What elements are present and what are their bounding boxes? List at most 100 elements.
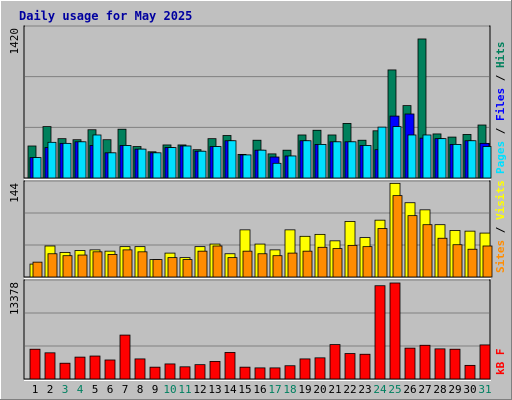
bar-sites-day-5 xyxy=(92,251,103,278)
bar-kb-f-day-18 xyxy=(284,365,296,380)
bar-kb-f-day-13 xyxy=(209,361,221,380)
bar-kb-f-day-9 xyxy=(149,366,161,380)
series-legend: Sites / Visits xyxy=(494,180,507,273)
bar-kb-f-day-2 xyxy=(44,352,56,380)
x-label-day-2: 2 xyxy=(47,383,54,396)
bar-sites-day-29 xyxy=(452,244,463,278)
x-axis-labels: 1 2 3 4 5 6 7 8 9 10 11 12 13 14 15 16 17 18 19 20 21 22 23 24 2… xyxy=(32,383,492,396)
panel-1: 1420 Pages / Files / Hits xyxy=(8,25,507,180)
bar-pages-day-17 xyxy=(272,162,282,179)
bars xyxy=(29,282,491,380)
y-max-label: 13378 xyxy=(8,282,21,315)
bar-sites-day-22 xyxy=(347,244,358,278)
legend-sites: Sites xyxy=(494,240,507,273)
x-label-day-30: 30 xyxy=(463,383,476,396)
bar-pages-day-10 xyxy=(167,147,177,179)
bar-kb-f-day-29 xyxy=(449,348,461,380)
x-label-day-4: 4 xyxy=(77,383,84,396)
x-label-day-25: 25 xyxy=(388,383,401,396)
bar-pages-day-27 xyxy=(422,134,432,179)
bar-sites-day-31 xyxy=(482,245,493,278)
bar-pages-day-22 xyxy=(347,141,357,179)
bar-kb-f-day-25 xyxy=(389,282,401,380)
x-label-day-14: 14 xyxy=(223,383,237,396)
x-label-day-27: 27 xyxy=(418,383,431,396)
bar-kb-f-day-30 xyxy=(464,364,476,380)
bar-pages-day-30 xyxy=(467,140,477,179)
bar-sites-day-17 xyxy=(272,255,283,278)
legend-files: Files xyxy=(494,88,507,121)
bar-kb-f-day-26 xyxy=(404,347,416,380)
bar-pages-day-28 xyxy=(437,138,447,179)
bar-pages-day-16 xyxy=(257,149,267,179)
bar-pages-day-20 xyxy=(317,144,327,179)
bar-pages-day-6 xyxy=(107,152,117,179)
bar-sites-day-28 xyxy=(437,237,448,278)
bar-sites-day-3 xyxy=(62,255,73,278)
bar-kb-f-day-4 xyxy=(74,356,86,380)
bar-sites-day-26 xyxy=(407,215,418,278)
bar-kb-f-day-8 xyxy=(134,358,146,380)
x-label-day-7: 7 xyxy=(122,383,129,396)
bars xyxy=(27,38,492,179)
bar-sites-day-6 xyxy=(107,253,118,278)
bar-pages-day-25 xyxy=(392,126,402,179)
series-legend: Pages / Files / Hits xyxy=(494,42,507,175)
bar-kb-f-day-5 xyxy=(89,355,101,380)
x-label-day-19: 19 xyxy=(298,383,311,396)
legend-separator: / xyxy=(494,68,507,88)
x-label-day-20: 20 xyxy=(313,383,326,396)
bar-sites-day-13 xyxy=(212,245,223,278)
bar-sites-day-12 xyxy=(197,250,208,278)
x-label-day-5: 5 xyxy=(92,383,99,396)
bar-sites-day-2 xyxy=(47,253,58,278)
x-label-day-9: 9 xyxy=(152,383,159,396)
series-legend: kB F xyxy=(494,349,507,376)
x-label-day-8: 8 xyxy=(137,383,144,396)
bar-sites-day-25 xyxy=(392,195,403,278)
bar-kb-f-day-22 xyxy=(344,353,356,380)
bar-pages-day-7 xyxy=(122,145,132,179)
bar-kb-f-day-31 xyxy=(479,344,491,380)
x-label-day-23: 23 xyxy=(358,383,371,396)
x-label-day-17: 17 xyxy=(268,383,281,396)
bar-pages-day-5 xyxy=(92,134,102,179)
bar-sites-day-20 xyxy=(317,246,328,278)
bar-kb-f-day-17 xyxy=(269,367,281,380)
x-label-day-26: 26 xyxy=(403,383,416,396)
bar-pages-day-18 xyxy=(287,155,297,179)
bar-sites-day-30 xyxy=(467,248,478,278)
x-label-day-21: 21 xyxy=(328,383,341,396)
bar-kb-f-day-6 xyxy=(104,359,116,380)
bar-sites-day-24 xyxy=(377,228,388,278)
x-label-day-6: 6 xyxy=(107,383,114,396)
bar-sites-day-18 xyxy=(287,252,298,278)
bar-sites-day-15 xyxy=(242,250,253,278)
bar-sites-day-14 xyxy=(227,257,238,278)
legend-pages: Pages xyxy=(494,141,507,174)
bar-kb-f-day-12 xyxy=(194,364,206,380)
bar-pages-day-8 xyxy=(137,148,147,179)
y-max-label: 1420 xyxy=(8,28,21,55)
bar-pages-day-29 xyxy=(452,144,462,179)
bar-pages-day-9 xyxy=(152,152,162,179)
bar-sites-day-27 xyxy=(422,224,433,278)
legend-separator: / xyxy=(494,220,507,240)
x-label-day-13: 13 xyxy=(208,383,221,396)
bar-pages-day-11 xyxy=(182,145,192,179)
bar-kb-f-day-21 xyxy=(329,344,341,380)
bar-kb-f-day-23 xyxy=(359,353,371,380)
bar-pages-day-24 xyxy=(377,126,387,179)
bar-pages-day-1 xyxy=(32,157,42,179)
panel-3: 13378 kB F xyxy=(8,279,507,381)
bar-pages-day-12 xyxy=(197,150,207,179)
bar-pages-day-4 xyxy=(77,141,87,179)
panel-2: 144 Sites / Visits xyxy=(8,180,507,279)
bar-sites-day-21 xyxy=(332,248,343,278)
bar-sites-day-11 xyxy=(182,259,193,278)
bar-sites-day-16 xyxy=(257,253,268,278)
bar-pages-day-3 xyxy=(62,142,72,179)
bar-kb-f-day-3 xyxy=(59,362,71,380)
bar-sites-day-7 xyxy=(122,249,133,278)
bar-sites-day-19 xyxy=(302,250,313,278)
